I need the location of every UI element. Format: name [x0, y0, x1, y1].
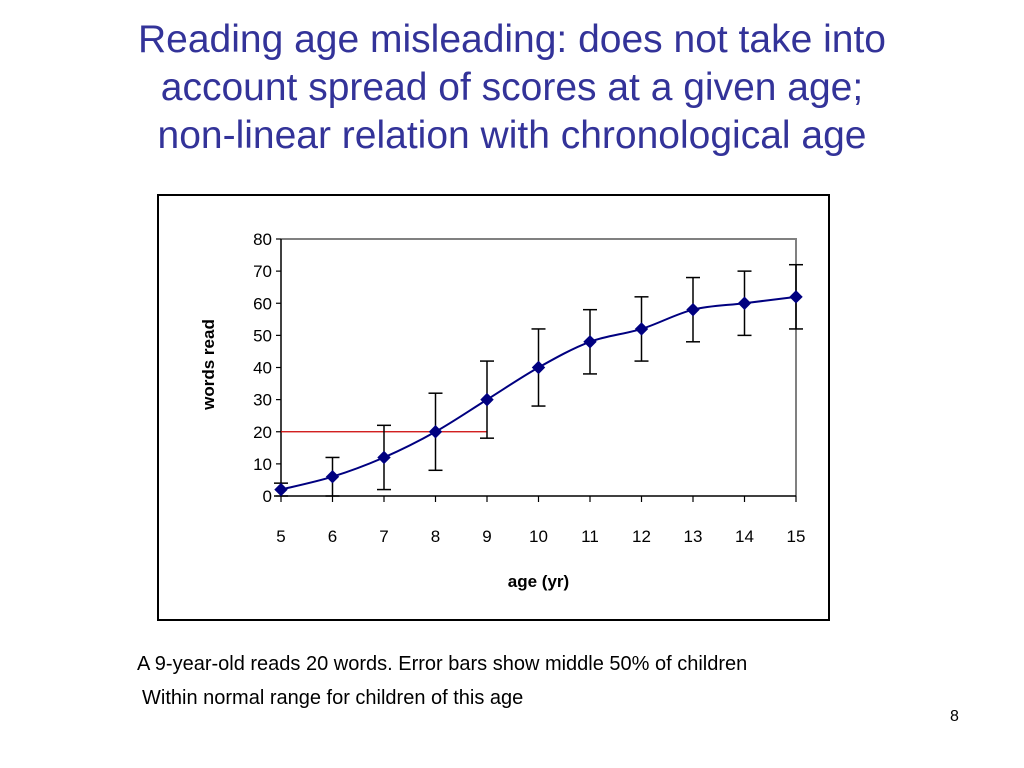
x-tick-label: 13	[684, 527, 703, 546]
x-tick-label: 11	[581, 527, 599, 546]
x-tick-label: 7	[379, 527, 388, 546]
data-point	[377, 450, 391, 465]
data-point	[583, 335, 597, 349]
data-point	[428, 425, 443, 439]
title-line-2: account spread of scores at a given age;	[160, 66, 864, 109]
y-axis-label: words read	[199, 319, 218, 411]
data-point	[634, 322, 649, 336]
data-point	[480, 392, 494, 407]
caption-example: A 9-year-old reads 20 words. Error bars …	[137, 653, 748, 675]
x-tick-label: 8	[431, 527, 440, 546]
y-tick-label: 80	[253, 230, 272, 249]
y-tick-label: 10	[253, 455, 272, 474]
x-tick-label: 12	[632, 527, 651, 546]
x-tick-label: 10	[529, 527, 548, 546]
y-tick-label: 40	[253, 359, 272, 378]
data-point	[737, 296, 752, 310]
title-line-1: Reading age misleading: does not take in…	[137, 18, 886, 61]
x-axis-label: age (yr)	[508, 572, 569, 591]
plot-area-border	[281, 238, 797, 496]
y-tick-label: 20	[253, 423, 272, 442]
x-tick-label: 14	[735, 527, 754, 546]
x-tick-label: 5	[276, 527, 285, 546]
slide-title: Reading age misleading: does not take in…	[40, 16, 984, 160]
y-tick-label: 60	[253, 294, 272, 313]
caption-normal-range: Within normal range for children of this…	[142, 687, 524, 709]
data-point	[789, 290, 803, 304]
page-number: 8	[950, 708, 959, 725]
y-tick-label: 50	[253, 326, 272, 345]
title-line-3: non-linear relation with chronological a…	[157, 114, 867, 157]
y-tick-label: 0	[263, 487, 272, 506]
y-tick-label: 70	[253, 262, 272, 281]
data-point	[686, 302, 700, 317]
x-tick-label: 6	[328, 527, 337, 546]
line-chart: 0 10 20 30 40 50 60 70 80 5 6 7 8 9 10 11 12 13 14 15 age (y…	[199, 230, 806, 591]
y-tick-label: 30	[253, 391, 272, 410]
chart-frame: 0 10 20 30 40 50 60 70 80 5 6 7 8 9 10 11 12 13 14 15 age (y…	[157, 194, 830, 621]
data-point	[325, 470, 340, 484]
x-tick-label: 15	[787, 527, 806, 546]
data-point	[274, 482, 288, 497]
data-point	[531, 360, 546, 375]
x-tick-label: 9	[482, 527, 491, 546]
